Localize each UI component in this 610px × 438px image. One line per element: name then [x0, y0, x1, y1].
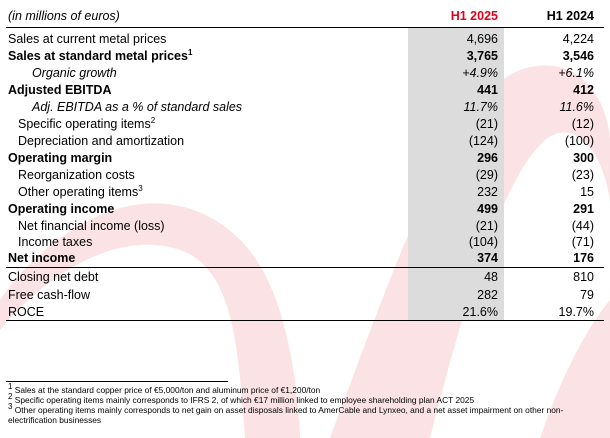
footnote: 2 Specific operating items mainly corres… — [8, 392, 606, 405]
row-label: Operating income — [8, 202, 115, 216]
value-h1-2024: +6.1% — [558, 66, 594, 80]
footnote: 3 Other operating items mainly correspon… — [8, 402, 606, 425]
table-row: Free cash-flow 282 79 — [0, 287, 610, 303]
row-label: Depreciation and amortization — [18, 134, 185, 148]
table-row: Operating income 499 291 — [0, 201, 610, 217]
table-row: Sales at current metal prices 4,696 4,22… — [0, 31, 610, 47]
row-label: Sales at current metal prices — [8, 32, 167, 46]
value-h1-2024: 810 — [573, 270, 594, 284]
h1-2025-highlight-column — [408, 28, 504, 320]
footnote-mark: 2 — [150, 115, 156, 125]
table-row: Other operating items3 232 15 — [0, 184, 610, 200]
value-h1-2025: +4.9% — [462, 66, 498, 80]
value-h1-2024: (44) — [571, 219, 594, 233]
value-h1-2025: 4,696 — [466, 32, 498, 46]
row-label: Adj. EBITDA as a % of standard sales — [32, 100, 243, 114]
footnote-text: Sales at the standard copper price of €5… — [14, 385, 321, 395]
footnote-text: Other operating items mainly corresponds… — [8, 405, 564, 425]
table-row: Closing net debt 48 810 — [0, 269, 610, 285]
value-h1-2024: 412 — [573, 83, 594, 97]
value-h1-2024: 15 — [580, 185, 594, 199]
value-h1-2025: 441 — [477, 83, 498, 97]
table-row: Operating margin 296 300 — [0, 150, 610, 166]
table-row: ROCE 21.6% 19.7% — [0, 304, 610, 320]
row-label: Operating margin — [8, 151, 113, 165]
table-bottom-border — [6, 320, 604, 321]
value-h1-2024: 300 — [573, 151, 594, 165]
value-h1-2025: 232 — [477, 185, 498, 199]
table-row: Net financial income (loss) (21) (44) — [0, 218, 610, 234]
row-label: Adjusted EBITDA — [8, 83, 112, 97]
table-row: Adjusted EBITDA 441 412 — [0, 82, 610, 98]
value-h1-2024: (100) — [564, 134, 594, 148]
value-h1-2025: 499 — [477, 202, 498, 216]
row-label: Sales at standard metal prices1 — [8, 47, 193, 63]
row-label: Net financial income (loss) — [18, 219, 165, 233]
row-label: ROCE — [8, 305, 45, 319]
header-divider — [6, 27, 604, 28]
table-row: Organic growth +4.9% +6.1% — [0, 65, 610, 81]
value-h1-2025: (104) — [468, 235, 498, 249]
table-row: Income taxes (104) (71) — [0, 234, 610, 250]
footnote: 1 Sales at the standard copper price of … — [8, 382, 606, 395]
footnote-text: Specific operating items mainly correspo… — [14, 395, 475, 405]
value-h1-2024: (71) — [571, 235, 594, 249]
unit-label: (in millions of euros) — [8, 9, 120, 23]
column-header-h1-2025: H1 2025 — [450, 9, 498, 23]
value-h1-2024: 11.6% — [559, 100, 594, 114]
footnote-mark: 1 — [8, 382, 13, 392]
footnote-mark: 2 — [8, 392, 13, 402]
table-row: Adj. EBITDA as a % of standard sales 11.… — [0, 99, 610, 115]
table-row: Reorganization costs (29) (23) — [0, 167, 610, 183]
footnote-mark: 3 — [8, 402, 13, 412]
footnote-rule — [6, 381, 228, 382]
value-h1-2025: (21) — [475, 117, 498, 131]
footnote-mark: 1 — [187, 47, 193, 57]
value-h1-2025: 48 — [484, 270, 498, 284]
value-h1-2024: 4,224 — [562, 32, 594, 46]
value-h1-2025: (21) — [475, 219, 498, 233]
row-label: Free cash-flow — [8, 288, 90, 302]
value-h1-2024: 176 — [573, 251, 594, 265]
value-h1-2025: 374 — [477, 251, 498, 265]
value-h1-2025: 21.6% — [462, 305, 498, 319]
row-label: Reorganization costs — [18, 168, 135, 182]
row-label: Income taxes — [18, 235, 93, 249]
value-h1-2025: 11.7% — [463, 100, 498, 114]
value-h1-2024: (23) — [571, 168, 594, 182]
value-h1-2025: (29) — [475, 168, 498, 182]
row-label: Net income — [8, 251, 76, 265]
value-h1-2025: 282 — [477, 288, 498, 302]
table-row: Specific operating items2 (21) (12) — [0, 116, 610, 132]
row-label: Other operating items3 — [18, 183, 143, 199]
row-label: Closing net debt — [8, 270, 99, 284]
table-row: Depreciation and amortization (124) (100… — [0, 133, 610, 149]
value-h1-2024: 19.7% — [558, 305, 594, 319]
table-row: Net income 374 176 — [0, 250, 610, 266]
value-h1-2024: 3,546 — [562, 49, 594, 63]
value-h1-2025: 3,765 — [466, 49, 498, 63]
column-header-h1-2024: H1 2024 — [546, 9, 594, 23]
value-h1-2024: 79 — [580, 288, 594, 302]
row-label: Organic growth — [32, 66, 117, 80]
value-h1-2024: (12) — [571, 117, 594, 131]
section-divider — [6, 267, 604, 268]
table-row: Sales at standard metal prices1 3,765 3,… — [0, 48, 610, 64]
footnote-mark: 3 — [138, 183, 143, 193]
value-h1-2025: 296 — [477, 151, 498, 165]
row-label: Specific operating items2 — [18, 115, 156, 131]
value-h1-2025: (124) — [468, 134, 498, 148]
value-h1-2024: 291 — [573, 202, 594, 216]
